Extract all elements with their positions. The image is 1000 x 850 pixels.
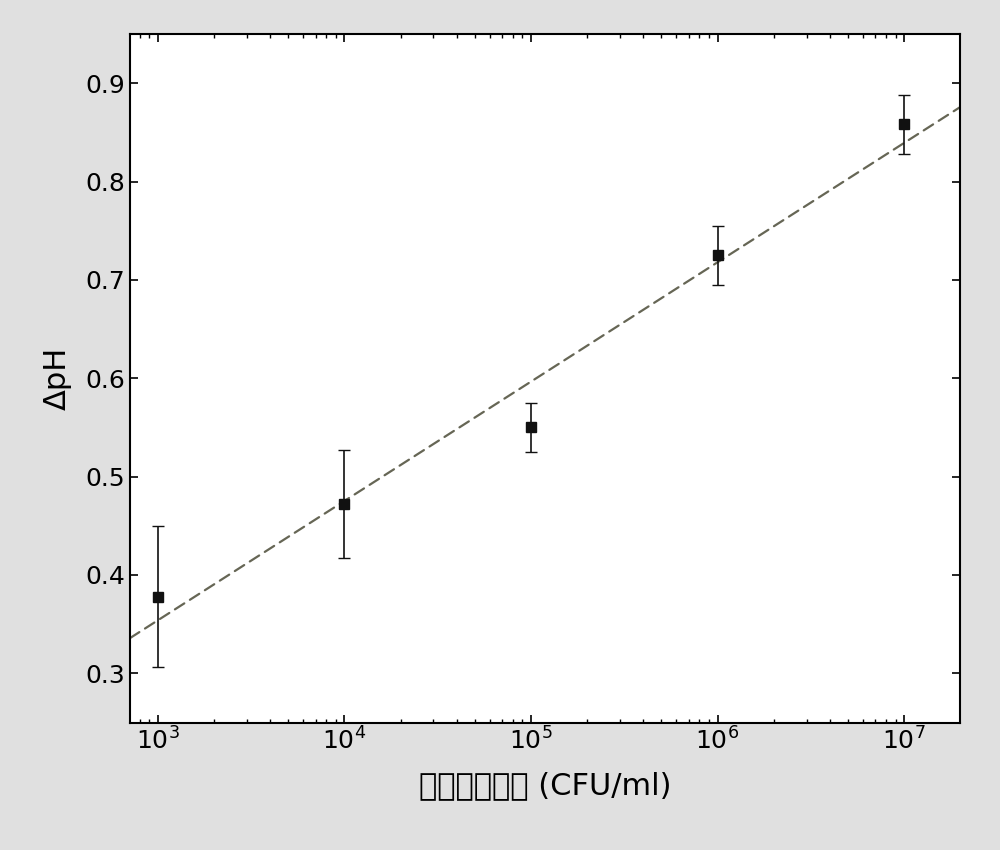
X-axis label: 初始细菌浓度 (CFU/ml): 初始细菌浓度 (CFU/ml): [419, 771, 671, 800]
Y-axis label: ΔpH: ΔpH: [42, 347, 71, 410]
